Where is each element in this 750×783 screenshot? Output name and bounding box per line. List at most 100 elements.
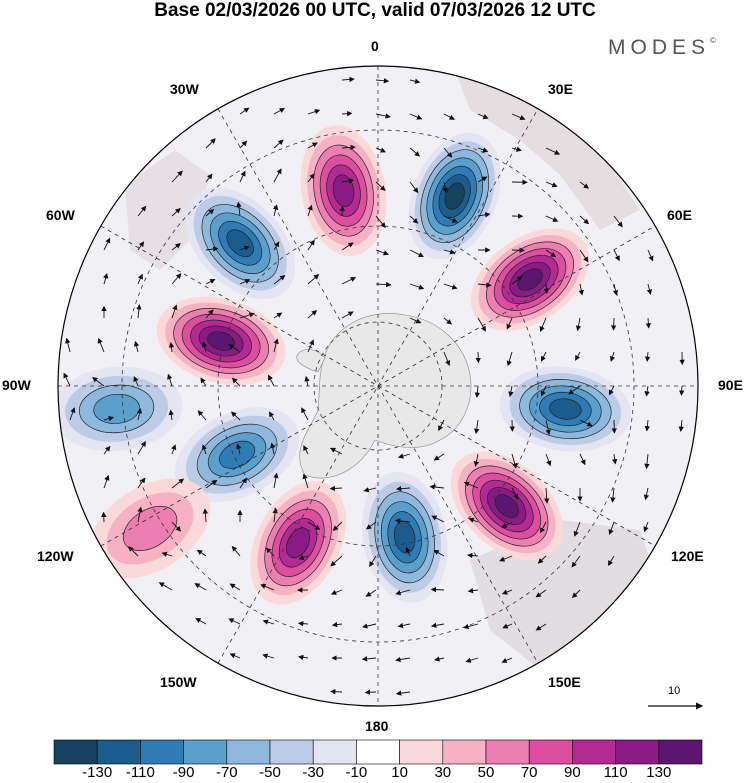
wind-arrow	[644, 453, 650, 470]
wind-arrow	[429, 484, 445, 490]
wind-arrow	[610, 317, 617, 331]
wind-arrow	[103, 237, 111, 251]
wind-arrow	[511, 276, 523, 285]
wind-arrow	[205, 173, 213, 183]
lon-label-30e: 30E	[548, 81, 573, 97]
wind-arrow	[167, 373, 173, 387]
colorbar-swatch	[183, 739, 228, 765]
anomaly-contour	[494, 494, 519, 518]
wind-arrow	[375, 181, 386, 192]
wind-arrow	[443, 317, 453, 325]
colorbar-swatch	[356, 739, 400, 765]
wind-arrow	[375, 113, 391, 119]
wind-arrow	[438, 419, 445, 432]
wind-arrow	[341, 76, 355, 83]
lon-label-90w: 90W	[2, 377, 31, 393]
wind-arrow	[545, 419, 551, 436]
wind-arrow	[405, 546, 411, 557]
wind-arrow	[137, 441, 146, 455]
wind-arrow	[201, 444, 207, 455]
wind-arrow	[341, 242, 354, 251]
wind-arrow	[430, 622, 445, 629]
wind-arrow	[646, 283, 653, 295]
colorbar-swatch	[442, 739, 487, 765]
wind-arrow	[409, 249, 425, 257]
wind-arrow	[158, 582, 173, 591]
wind-arrow	[128, 546, 139, 557]
wind-arrow	[197, 410, 207, 421]
colorbar-tick-label: -110	[125, 764, 155, 781]
wind-arrow	[205, 278, 216, 285]
wind-arrow	[463, 481, 479, 489]
wind-arrow	[545, 453, 552, 467]
wind-arrow	[395, 486, 411, 492]
wind-arrow	[205, 309, 214, 319]
colorbar-tick-label: 130	[646, 764, 672, 781]
wind-arrow	[434, 656, 445, 662]
wind-arrow	[239, 279, 251, 285]
lon-label-0: 0	[371, 38, 379, 54]
wind-arrow	[205, 246, 219, 252]
wind-arrow	[103, 445, 111, 455]
wind-arrow	[608, 521, 615, 535]
wind-arrow	[330, 555, 343, 567]
wind-arrow	[136, 407, 143, 421]
wind-arrow	[394, 518, 411, 524]
wind-arrow	[612, 283, 619, 296]
lon-label-120e: 120E	[671, 548, 704, 564]
antarctica-landmass	[299, 313, 472, 479]
wind-arrow	[539, 317, 547, 332]
wind-arrow	[307, 239, 315, 251]
wind-arrow	[103, 474, 110, 489]
anomaly-pos-1	[300, 125, 387, 257]
brand-mark: ©	[710, 36, 716, 45]
map-border	[57, 65, 699, 707]
wind-arrow	[201, 341, 208, 353]
wind-arrow	[228, 344, 241, 353]
wind-arrow	[545, 215, 559, 222]
wind-arrow	[644, 419, 651, 432]
wind-arrow	[544, 487, 550, 504]
wind-arrow	[307, 310, 318, 319]
wind-arrow	[265, 547, 275, 557]
page-title: Base 02/03/2026 00 UTC, valid 07/03/2026…	[154, 0, 596, 21]
wind-arrow	[409, 78, 421, 84]
wind-arrow	[467, 552, 479, 559]
wind-arrow	[545, 147, 561, 155]
wind-arrow	[511, 113, 526, 121]
wind-arrow	[443, 147, 453, 158]
wind-arrow	[231, 377, 241, 387]
wind-arrow	[409, 317, 422, 324]
wind-arrow	[239, 170, 246, 183]
wind-arrow	[579, 215, 590, 225]
wind-arrow	[506, 351, 513, 367]
wind-arrow	[331, 621, 343, 628]
wind-arrow	[239, 245, 250, 251]
lon-label-90e: 90E	[718, 377, 743, 393]
wind-arrow	[375, 78, 390, 84]
wind-arrow	[341, 277, 357, 285]
lon-label-120w: 120W	[37, 548, 74, 564]
wind-arrow	[578, 283, 584, 296]
wind-arrow	[541, 351, 547, 362]
wind-arrow	[363, 487, 377, 493]
wind-arrow	[229, 583, 241, 591]
lon-label-30w: 30W	[170, 81, 199, 97]
colorbar-swatch	[572, 739, 616, 765]
wind-arrow	[499, 555, 513, 562]
wind-arrow	[239, 312, 255, 319]
wind-arrow	[395, 589, 411, 596]
colorbar-swatch	[658, 739, 703, 765]
colorbar-tick-label: -130	[82, 764, 113, 781]
wind-arrow	[612, 453, 618, 465]
wind-arrow	[506, 317, 513, 330]
wind-arrow	[196, 549, 207, 557]
wind-arrow	[205, 208, 215, 217]
wind-arrow	[608, 385, 615, 396]
wind-arrow	[477, 282, 492, 288]
anomaly-neg-1	[408, 132, 501, 260]
wind-arrow	[137, 273, 143, 285]
wind-arrow	[535, 623, 547, 631]
wind-arrow	[63, 372, 71, 387]
wind-arrow	[341, 144, 356, 151]
